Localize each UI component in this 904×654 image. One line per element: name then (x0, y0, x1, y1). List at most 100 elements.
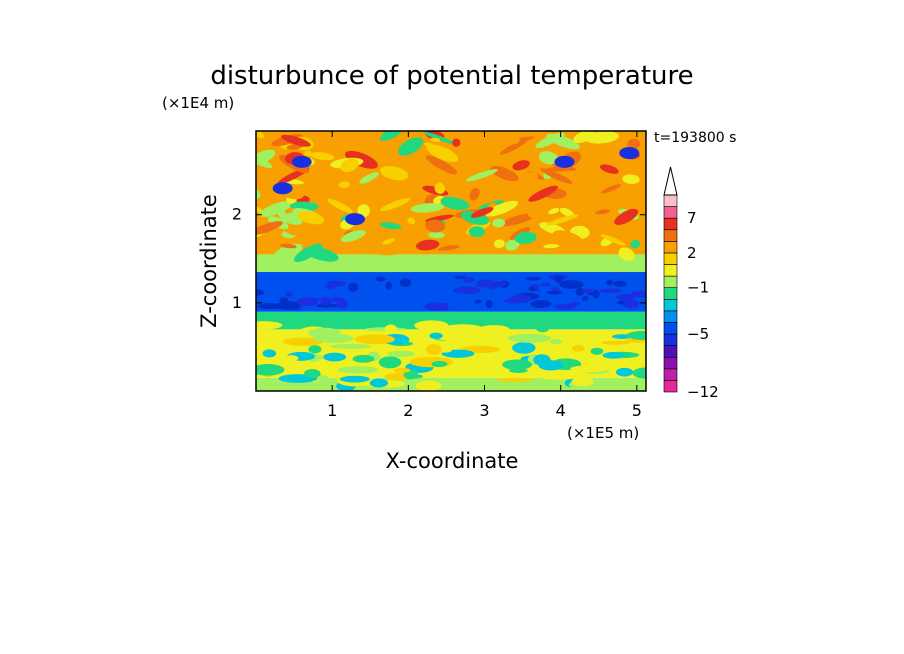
field-blob-deep (276, 301, 301, 310)
field-blob-deep (256, 289, 264, 296)
field-blob-low (602, 352, 624, 359)
field-blob-warm (434, 182, 446, 194)
field-blob-deep (474, 299, 482, 304)
y-axis: 12 (232, 205, 646, 312)
field-blob-warm (540, 168, 573, 184)
field-band-4 (256, 254, 646, 273)
colorbar-segment (663, 345, 678, 358)
colorbar (663, 166, 678, 393)
field-blob-deep (319, 297, 332, 306)
field-blob-warm (599, 216, 612, 228)
field-blob-low (531, 323, 569, 329)
plot-area (256, 131, 646, 391)
field-blob-low (509, 368, 528, 373)
field-blob-deep (375, 276, 386, 282)
field-blob-warm (259, 173, 275, 186)
x-axis-label: X-coordinate (386, 449, 519, 473)
field-blob-low (431, 360, 448, 368)
field-blob-warm (382, 238, 395, 245)
field-blob-low (378, 356, 402, 369)
field-blob-deep (296, 297, 319, 306)
field-blob-low (369, 378, 389, 388)
field-blob-low (329, 343, 372, 349)
colorbar-label: −1 (687, 279, 709, 297)
field-blob-low (404, 374, 424, 379)
field-blob-low (429, 332, 443, 339)
field-blob-low (626, 330, 646, 340)
field-blob-warm (407, 217, 416, 225)
field-blob-deep (528, 286, 536, 292)
colorbar-segment (663, 206, 678, 219)
field-blob-warm (423, 131, 456, 145)
field-blob-deep (509, 294, 532, 303)
colorbar-segment (663, 229, 678, 242)
colorbar-segment (663, 368, 678, 381)
field-blob-warm (256, 131, 265, 139)
field-blob-warm (494, 132, 520, 145)
field-blob-deep (454, 275, 466, 280)
field-blob-deep (455, 286, 481, 294)
field-blob-warm (428, 231, 445, 239)
colorbar-segment (663, 275, 678, 289)
field-blob-cold (619, 147, 640, 160)
field-blob-deep (540, 282, 551, 287)
colorbar-segment (663, 310, 678, 323)
field-blob-low (339, 375, 370, 383)
field-blob-warm (440, 196, 470, 210)
field-blob-warm (620, 187, 640, 195)
field-blob-low (256, 364, 285, 376)
field-blob-cold (272, 182, 293, 195)
field-blob-warm (398, 137, 424, 156)
field-blob-low (442, 324, 484, 334)
field-blob-warm (340, 158, 359, 173)
field-blob-warm (528, 185, 558, 202)
field-blob-warm (379, 131, 403, 141)
field-blob-warm (492, 218, 506, 228)
field-blob-low (507, 333, 552, 343)
field-blob-warm (627, 138, 640, 150)
field-blob-warm (485, 200, 519, 217)
field-blob-low (283, 355, 299, 362)
field-blob-deep (559, 280, 584, 289)
field-blob-warm (338, 181, 351, 188)
field-blob-warm (379, 198, 411, 212)
field-blob-cold (554, 155, 575, 168)
field-blob-warm (430, 137, 441, 142)
x-tick-label: 5 (632, 401, 642, 420)
field-blob-deep (525, 276, 541, 281)
colorbar-label: −5 (687, 325, 709, 343)
field-blob-deep (347, 282, 359, 292)
field-blob-warm (535, 132, 565, 149)
field-blob-deep (568, 302, 581, 306)
field-blob-low (533, 354, 551, 366)
field-blob-low (312, 333, 354, 343)
field-blob-deep (582, 296, 589, 302)
field-blob-deep (586, 292, 601, 296)
field-blob-low (387, 350, 415, 358)
field-blob-warm (618, 247, 635, 261)
field-blob-deep (575, 287, 585, 297)
field-blob-warm (600, 184, 621, 194)
field-blob-low (495, 377, 535, 382)
colorbar-segment (663, 241, 678, 254)
colorbar-extend-arrow (663, 166, 678, 196)
field-blob-warm (280, 243, 297, 249)
field-blob-low (632, 367, 646, 379)
field-blob-warm (552, 230, 584, 246)
field-blob-deep (550, 286, 560, 292)
field-blob-warm (600, 234, 626, 246)
field-blob-warm (425, 155, 458, 175)
field-blob-warm (340, 229, 366, 243)
field-blob-low (385, 346, 410, 352)
field-blob-low (539, 375, 578, 380)
field-blob-warm (327, 198, 353, 214)
field-blob-warm (500, 213, 536, 227)
time-label: t=193800 s (654, 130, 736, 146)
colorbar-label: 7 (687, 209, 697, 227)
field-blob-deep (285, 291, 293, 298)
colorbar-segment (663, 298, 678, 312)
field-blob-low (590, 347, 604, 355)
field-blob-warm (631, 226, 641, 239)
field-blob-warm (370, 246, 400, 256)
field-blob-deep (623, 299, 640, 309)
